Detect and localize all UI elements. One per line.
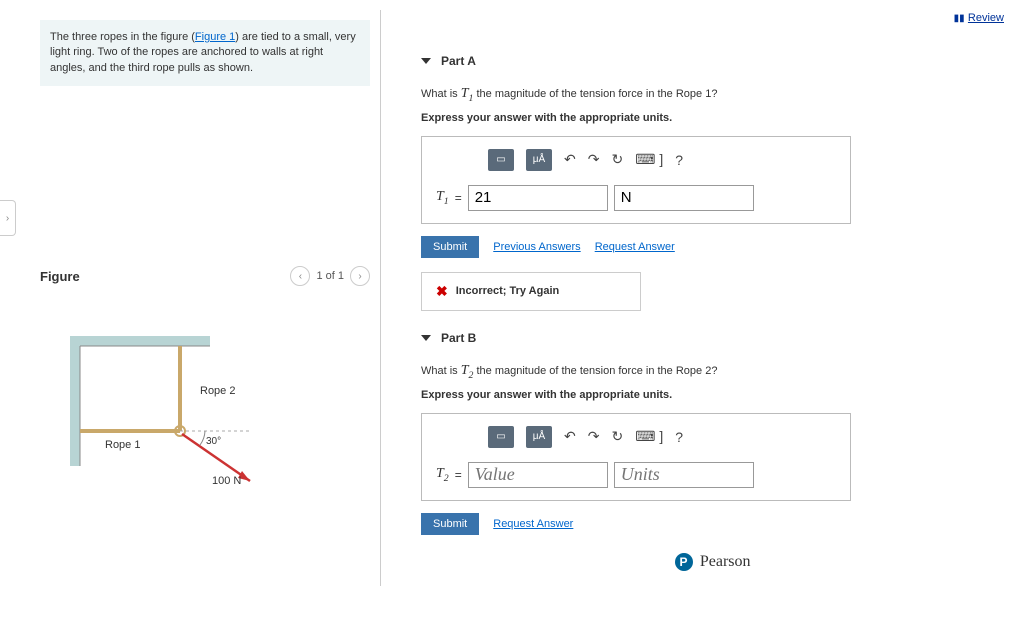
part-b-instructions: Express your answer with the appropriate… [421,389,1004,401]
intro-text-before: The three ropes in the figure ( [50,31,195,43]
help-icon[interactable]: ? [675,152,683,168]
reset-icon[interactable]: ↻ [611,151,623,168]
rope2-label: Rope 2 [200,385,235,397]
symbols-button-b[interactable]: μÅ [526,426,552,448]
part-a-instructions: Express your answer with the appropriate… [421,112,1004,124]
part-b-answer-box: ▭ μÅ ↶ ↷ ↻ ⌨ ] ? T2 = [421,413,851,501]
part-a-var-label: T1 [436,189,449,207]
review-link[interactable]: Review [968,12,1004,24]
part-a-units-input[interactable] [614,185,754,211]
figure-pager-label: 1 of 1 [316,270,344,282]
problem-intro: The three ropes in the figure (Figure 1)… [40,20,370,86]
pearson-logo: Pearson [700,553,751,570]
request-answer-link-b[interactable]: Request Answer [493,518,573,530]
expand-panel-tab[interactable]: › [0,200,16,236]
template-button[interactable]: ▭ [488,149,514,171]
part-b-var-label: T2 [436,466,449,484]
flag-icon: ▮▮ [954,13,965,24]
redo-icon[interactable]: ↷ [588,151,600,168]
keyboard-icon[interactable]: ⌨ ] [635,151,663,168]
footer: P Pearson [421,545,1004,576]
previous-answers-link[interactable]: Previous Answers [493,241,580,253]
part-b-submit-button[interactable]: Submit [421,513,479,535]
pearson-badge-icon: P [675,553,693,571]
undo-icon[interactable]: ↶ [564,151,576,168]
part-a-title: Part A [441,54,476,68]
feedback-box: ✖ Incorrect; Try Again [421,272,641,311]
rope1-label: Rope 1 [105,439,140,451]
figure-pager: ‹ 1 of 1 › [290,266,370,286]
reset-icon-b[interactable]: ↻ [611,428,623,445]
part-a-answer-box: ▭ μÅ ↶ ↷ ↻ ⌨ ] ? T1 = [421,136,851,224]
part-b-question: What is T2 the magnitude of the tension … [421,363,1004,381]
figure-next-button[interactable]: › [350,266,370,286]
part-b-units-input[interactable] [614,462,754,488]
keyboard-icon-b[interactable]: ⌨ ] [635,428,663,445]
collapse-icon[interactable] [421,58,431,64]
part-b-title: Part B [441,331,476,345]
part-a-submit-button[interactable]: Submit [421,236,479,258]
help-icon-b[interactable]: ? [675,429,683,445]
figure-link[interactable]: Figure 1 [195,31,235,43]
collapse-icon-b[interactable] [421,335,431,341]
part-a-value-input[interactable] [468,185,608,211]
figure-prev-button[interactable]: ‹ [290,266,310,286]
feedback-text: Incorrect; Try Again [456,285,560,297]
part-b-value-input[interactable] [468,462,608,488]
figure-title: Figure [40,269,80,284]
incorrect-icon: ✖ [436,283,448,300]
part-a-question: What is T1 the magnitude of the tension … [421,86,1004,104]
angle-label: 30° [206,436,221,447]
undo-icon-b[interactable]: ↶ [564,428,576,445]
symbols-button[interactable]: μÅ [526,149,552,171]
redo-icon-b[interactable]: ↷ [588,428,600,445]
request-answer-link-a[interactable]: Request Answer [595,241,675,253]
template-button-b[interactable]: ▭ [488,426,514,448]
force-label: 100 N [212,475,241,487]
figure-diagram: 30° Rope 2 Rope 1 100 N [40,326,370,519]
